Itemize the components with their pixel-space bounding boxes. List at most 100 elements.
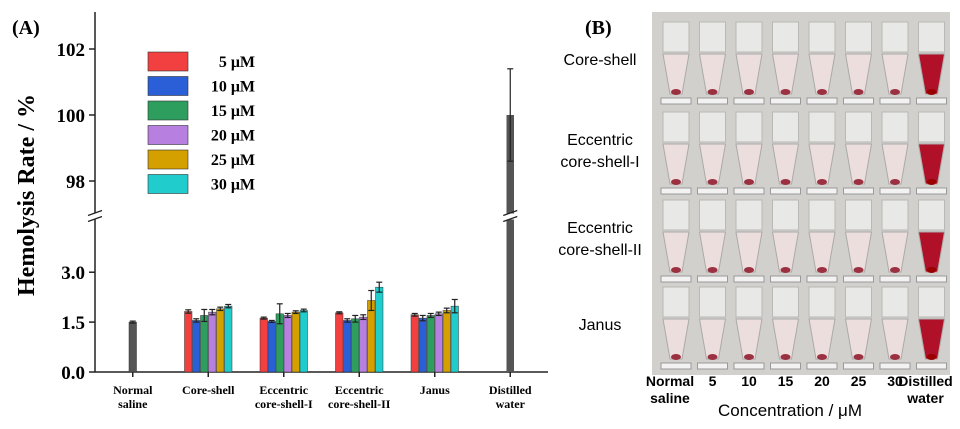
- x-tick-label: Normalsaline: [113, 383, 153, 411]
- bar: [419, 318, 427, 372]
- rack: [917, 188, 947, 194]
- sediment: [927, 354, 937, 360]
- bar: [376, 287, 384, 372]
- bar: [451, 306, 459, 372]
- tube-cap: [700, 200, 726, 230]
- legend-swatch: [148, 52, 188, 71]
- sediment: [781, 89, 791, 95]
- sediment: [854, 354, 864, 360]
- bar: [185, 311, 193, 372]
- sediment: [817, 89, 827, 95]
- row-label-line: Core-shell: [564, 52, 637, 69]
- bar: [260, 318, 268, 372]
- column-label: 25: [851, 373, 867, 389]
- rack: [880, 276, 910, 282]
- rack: [661, 98, 691, 104]
- legend-swatch: [148, 150, 188, 169]
- sediment: [708, 354, 718, 360]
- bar: [435, 314, 443, 372]
- rack: [917, 363, 947, 369]
- bar: [352, 319, 360, 372]
- sediment: [744, 89, 754, 95]
- tube-cap: [809, 200, 835, 230]
- row-label-line: core-shell-I: [560, 154, 639, 171]
- sediment: [781, 267, 791, 273]
- rack: [807, 188, 837, 194]
- column-label-line: 15: [778, 373, 794, 389]
- rack: [807, 276, 837, 282]
- legend-label: 30 μM: [211, 177, 255, 194]
- row-label-line: core-shell-II: [558, 242, 642, 259]
- column-label-line: water: [906, 390, 944, 406]
- column-label: Distilledwater: [898, 373, 952, 406]
- sediment: [927, 267, 937, 273]
- column-label-line: 25: [851, 373, 867, 389]
- rack: [661, 188, 691, 194]
- legend-label: 25 μM: [211, 152, 255, 169]
- legend-label: 10 μM: [211, 79, 255, 96]
- rack: [844, 276, 874, 282]
- tube-cap: [773, 200, 799, 230]
- tube-cap: [663, 200, 689, 230]
- tube-cap: [700, 112, 726, 142]
- column-label: 10: [741, 373, 757, 389]
- column-label-line: Normal: [646, 373, 694, 389]
- tube-cap: [663, 22, 689, 52]
- tube-cap: [809, 112, 835, 142]
- sediment: [927, 89, 937, 95]
- y-tick-label: 3.0: [61, 263, 85, 284]
- rack: [880, 363, 910, 369]
- tube-cap: [846, 287, 872, 317]
- row-label-line: Eccentric: [567, 220, 633, 237]
- tube-cap: [882, 200, 908, 230]
- sediment: [854, 89, 864, 95]
- tube-cap: [846, 112, 872, 142]
- bar: [209, 312, 217, 372]
- x-tick-label-line: core-shell-II: [328, 397, 391, 411]
- sediment: [744, 179, 754, 185]
- x-tick-label-line: core-shell-I: [255, 397, 313, 411]
- rack: [844, 188, 874, 194]
- rack: [734, 363, 764, 369]
- x-tick-label-line: water: [496, 397, 526, 411]
- rack: [771, 363, 801, 369]
- tube-cap: [700, 22, 726, 52]
- rack: [917, 98, 947, 104]
- figure: (A) Hemolysis Rate / % (B) Concentration…: [0, 0, 960, 424]
- tube-cap: [846, 22, 872, 52]
- x-tick-label-line: Eccentric: [259, 383, 308, 397]
- bar: [193, 320, 201, 372]
- bar: [300, 310, 308, 372]
- y-tick-label: 102: [57, 40, 86, 61]
- rack: [698, 188, 728, 194]
- tube-cap: [663, 287, 689, 317]
- rack: [734, 276, 764, 282]
- sediment: [817, 267, 827, 273]
- tube-cap: [736, 200, 762, 230]
- x-tick-label-line: Distilled: [489, 383, 532, 397]
- column-label: 5: [709, 373, 717, 389]
- row-label: Eccentric core-shell-II: [558, 220, 642, 259]
- row-label-line: Eccentric: [567, 132, 633, 149]
- sediment: [890, 89, 900, 95]
- x-tick-label-line: Core-shell: [182, 383, 235, 397]
- sediment: [927, 179, 937, 185]
- rack: [807, 363, 837, 369]
- rack: [807, 98, 837, 104]
- sediment: [781, 179, 791, 185]
- rack: [661, 276, 691, 282]
- bar: [360, 317, 368, 372]
- tube-cap: [773, 22, 799, 52]
- sediment: [854, 267, 864, 273]
- rack: [844, 98, 874, 104]
- y-tick-label: 100: [57, 106, 86, 127]
- column-label-line: saline: [650, 390, 690, 406]
- bar: [368, 300, 376, 372]
- bar: [284, 315, 292, 372]
- legend-label: 5 μM: [219, 54, 255, 71]
- rack: [844, 363, 874, 369]
- y-axis-label: Hemolysis Rate / %: [14, 94, 40, 296]
- rack: [698, 276, 728, 282]
